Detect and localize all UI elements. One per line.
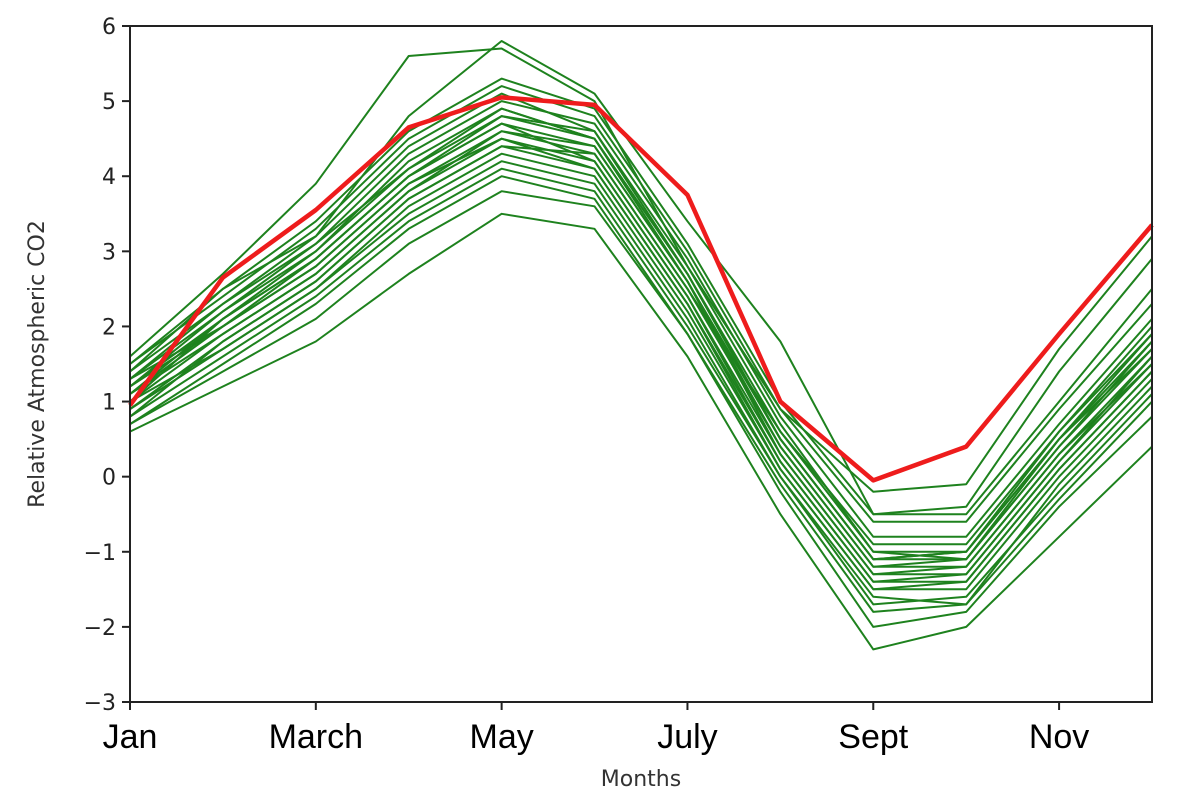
x-tick-label: March	[269, 718, 363, 756]
ensemble-line-2	[129, 212, 1153, 651]
ensemble-line-20	[129, 137, 1153, 591]
y-tick-label: −2	[84, 616, 116, 641]
y-tick-label: 3	[102, 240, 116, 265]
ensemble-line-22	[129, 77, 1153, 516]
ensemble-line-4	[129, 190, 1153, 628]
ensemble-line-3	[129, 40, 1153, 516]
ensemble-line-11	[129, 167, 1153, 606]
y-axis: 6 5 4 3 2 1 0 −1 −2 −3	[84, 15, 130, 716]
y-tick-label: 2	[102, 315, 116, 340]
x-tick-label: Nov	[1029, 718, 1089, 756]
x-axis-label: Months	[601, 767, 681, 792]
ensemble-line-14	[129, 100, 1153, 538]
y-tick-label: 4	[102, 165, 116, 190]
y-tick-label: 6	[102, 15, 116, 40]
y-tick-label: −1	[84, 541, 116, 566]
highlight-layer	[128, 95, 1154, 483]
ensemble-line-10	[129, 85, 1153, 523]
x-axis: Jan March May July Sept Nov	[103, 702, 1089, 756]
x-tick-label: July	[657, 718, 717, 756]
series-layer	[129, 40, 1153, 651]
y-tick-label: 0	[102, 466, 116, 491]
x-tick-label: May	[470, 718, 534, 756]
ensemble-line-17	[129, 130, 1153, 576]
y-axis-label: Relative Atmospheric CO2	[25, 220, 50, 508]
ensemble-line-18	[129, 122, 1153, 583]
highlighted-line	[128, 95, 1154, 483]
plot-frame	[129, 25, 1153, 703]
ensemble-line-24	[129, 115, 1153, 561]
x-tick-label: Jan	[103, 718, 158, 756]
y-tick-label: −3	[84, 691, 116, 716]
y-tick-label: 1	[102, 391, 116, 416]
x-tick-label: Sept	[838, 718, 908, 756]
ensemble-line-15	[129, 160, 1153, 606]
y-tick-label: 5	[102, 90, 116, 115]
ensemble-line-21	[129, 145, 1153, 561]
ensemble-line-23	[129, 175, 1153, 613]
